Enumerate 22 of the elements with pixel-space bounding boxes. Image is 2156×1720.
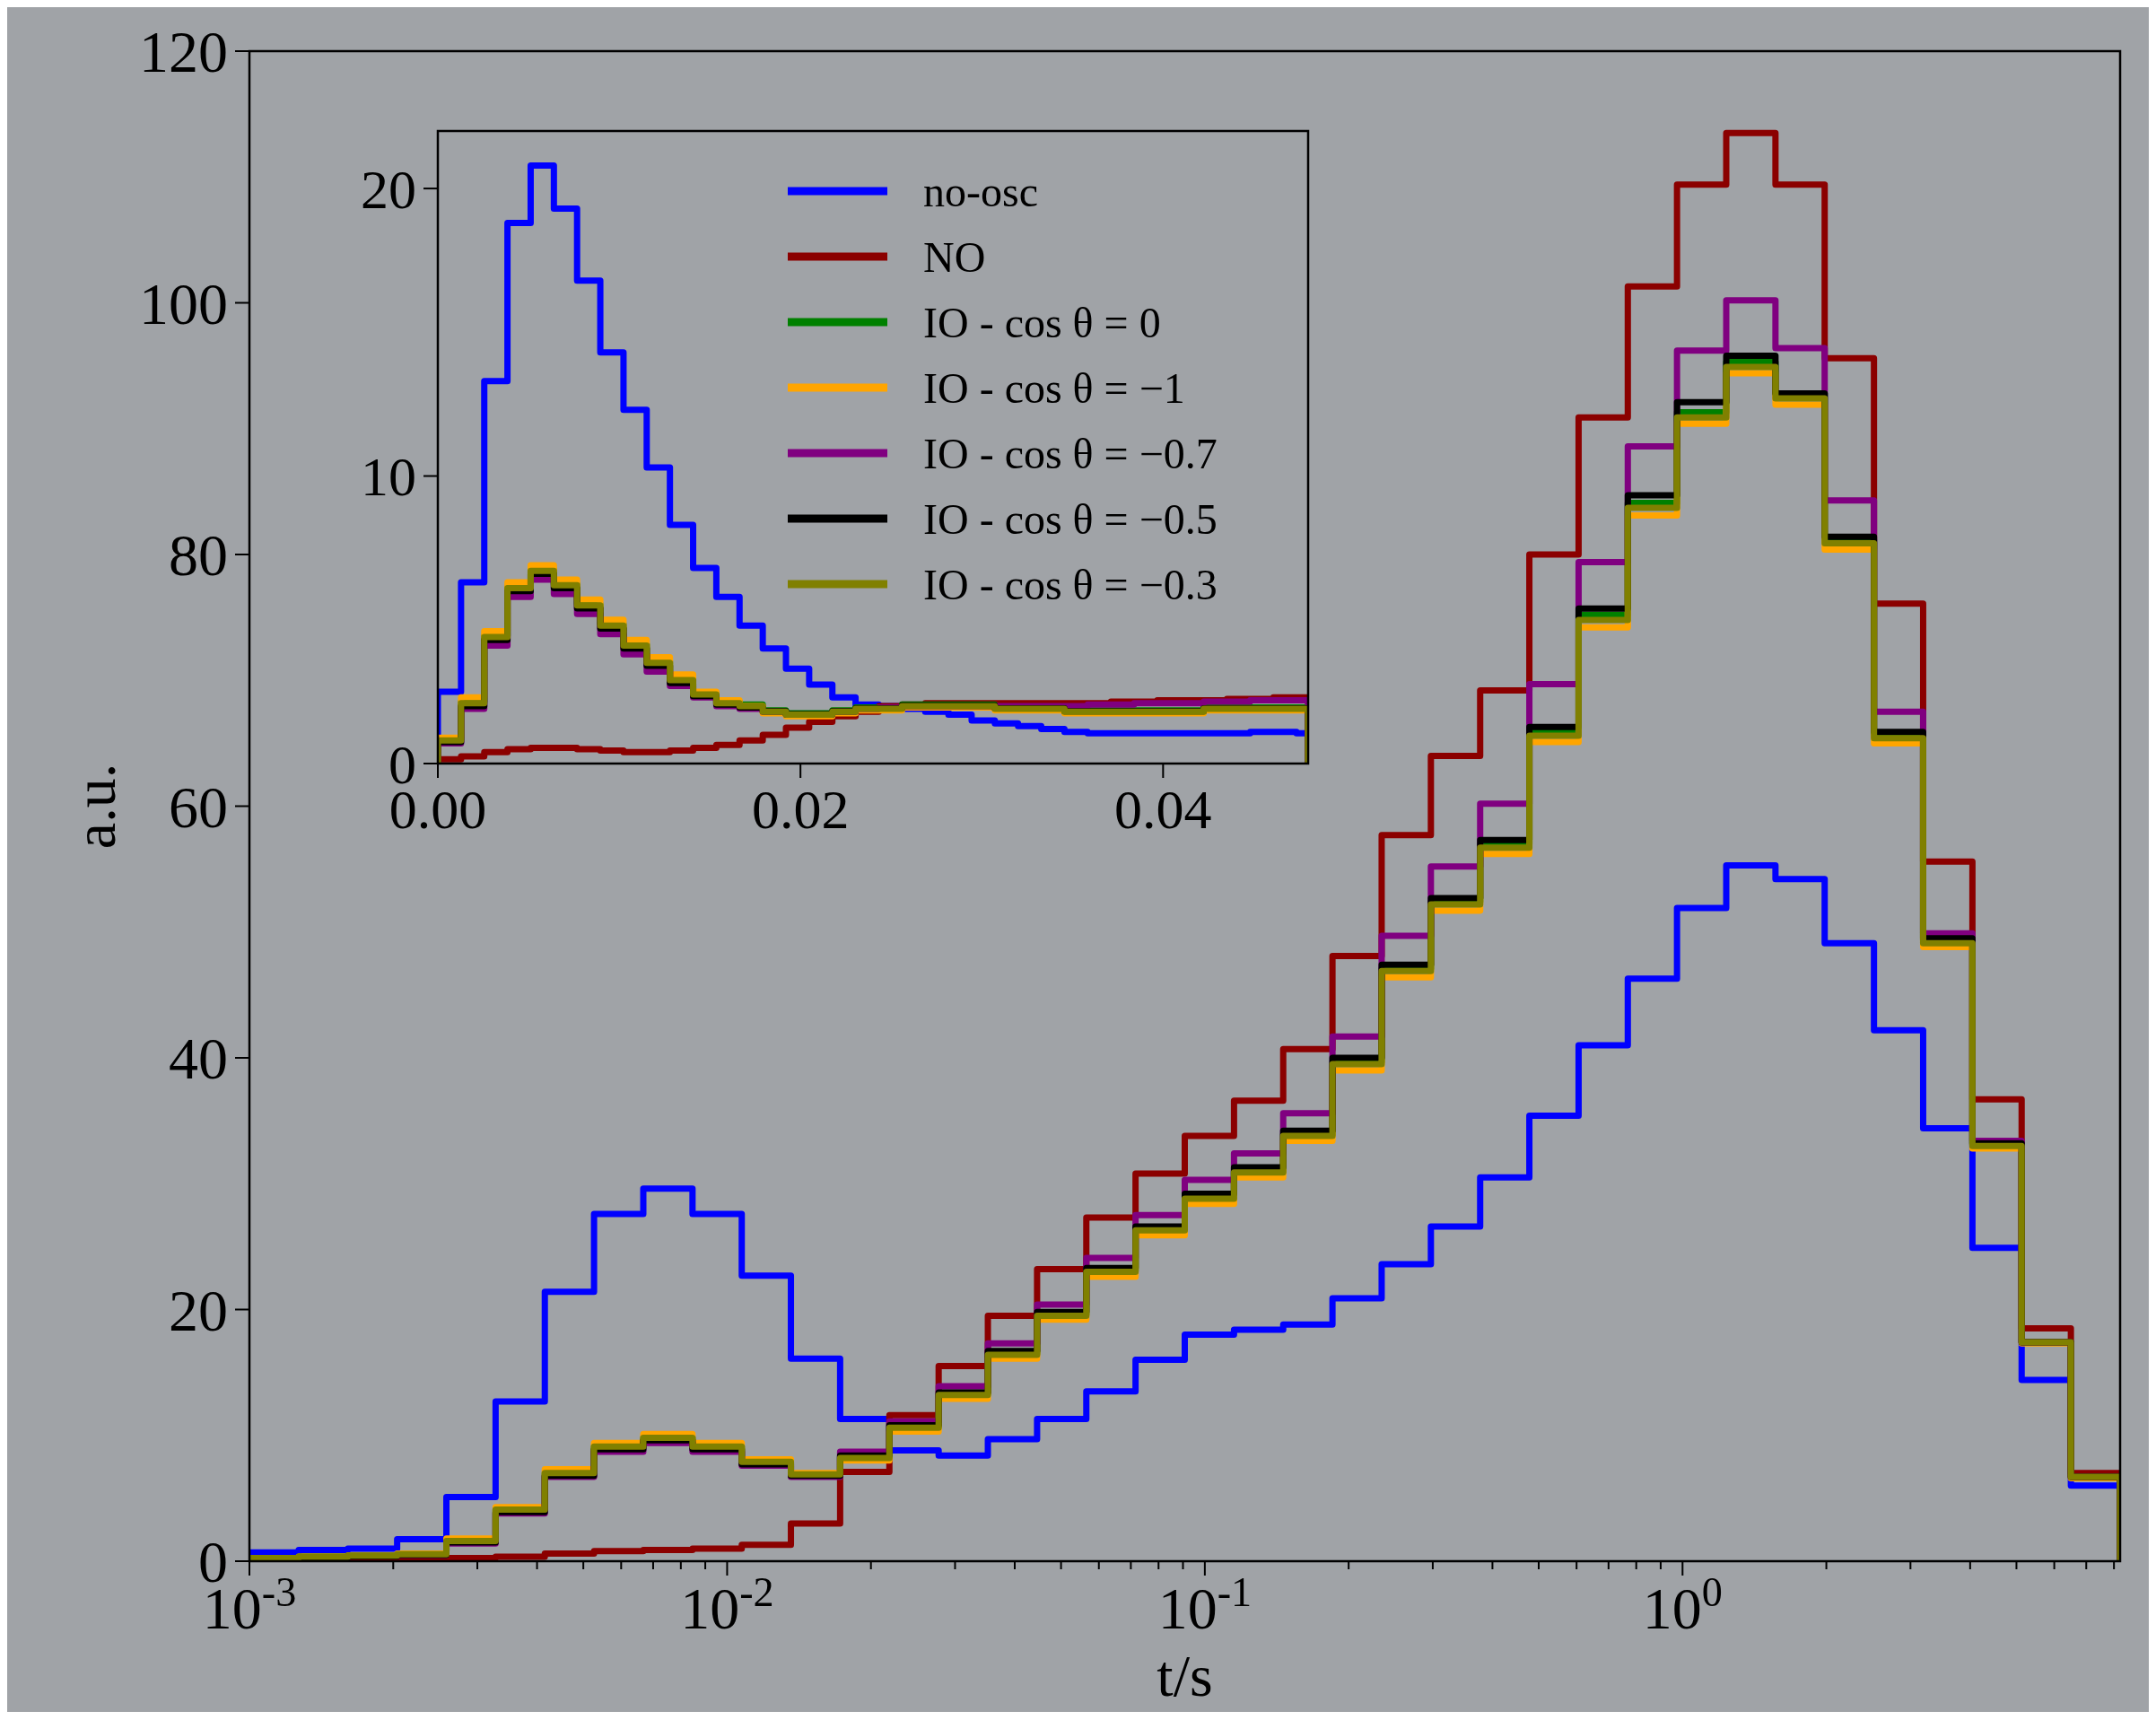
legend-label: IO - cos θ = −0.7 (923, 429, 1218, 477)
x-tick-label: 10$^{-2}$ (680, 1568, 774, 1641)
y-tick-label: 80 (169, 522, 228, 589)
x-axis-title: t/s (1157, 1643, 1213, 1708)
y-tick-label: 40 (169, 1026, 228, 1092)
y-tick-label: 120 (139, 19, 228, 85)
y-tick-label: 20 (169, 1277, 228, 1343)
y-tick-label: 60 (169, 773, 228, 840)
y-tick-label: 20 (361, 158, 416, 220)
legend-label: NO (923, 232, 986, 281)
legend-label: no-osc (923, 167, 1038, 215)
y-tick-label: 100 (139, 270, 228, 336)
x-tick-label: 10$^{0}$ (1642, 1568, 1723, 1641)
x-tick-label: 0.04 (1114, 778, 1212, 840)
legend-label: IO - cos θ = −0.3 (923, 560, 1218, 608)
legend-label: IO - cos θ = −1 (923, 363, 1185, 412)
x-tick-label: 0.02 (751, 778, 850, 840)
legend-label: IO - cos θ = −0.5 (923, 494, 1218, 543)
y-tick-label: 10 (361, 446, 416, 508)
legend-label: IO - cos θ = 0 (923, 298, 1161, 346)
x-tick-label: 10$^{-1}$ (1157, 1568, 1253, 1641)
y-axis-title: a.u. (62, 763, 127, 850)
